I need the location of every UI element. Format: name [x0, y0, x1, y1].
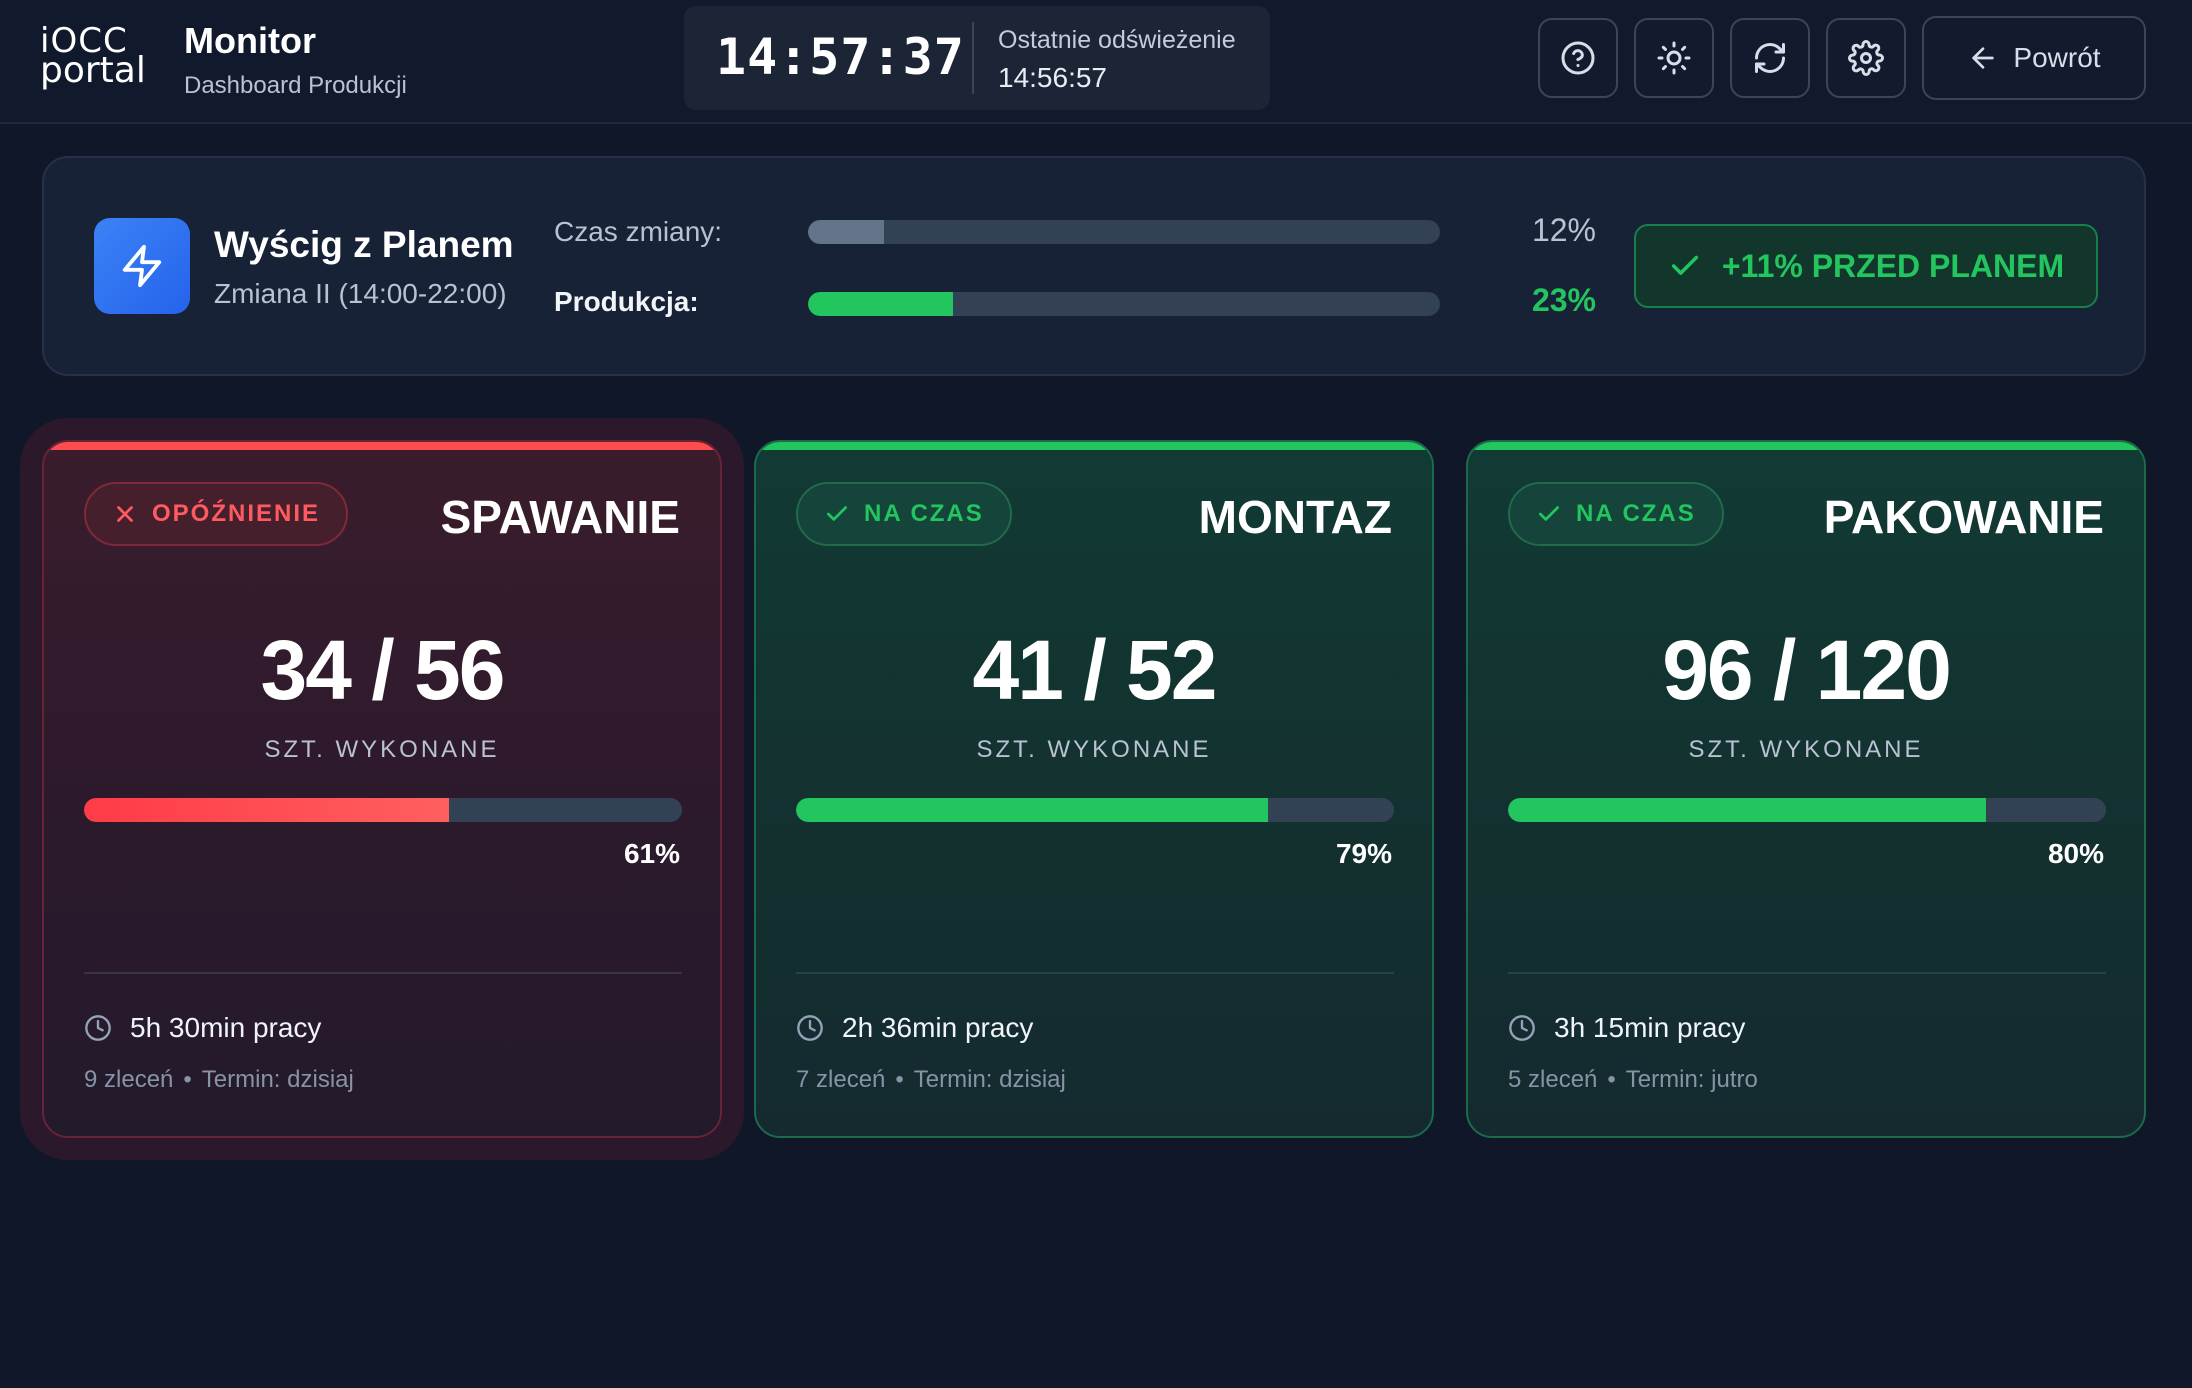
deadline-text: Termin: dzisiaj [201, 1066, 354, 1093]
work-time-row: 5h 30min pracy [84, 1012, 321, 1044]
production-bar-fill [808, 292, 954, 316]
station-progress-percent: 80% [2047, 838, 2104, 869]
station-name: PAKOWANIE [1823, 491, 2104, 543]
station-progress-bar [84, 798, 682, 822]
ahead-of-plan-text: +11% PRZED PLANEM [1721, 247, 2065, 284]
clock-divider [972, 22, 974, 94]
work-time-row: 3h 15min pracy [1508, 1012, 1745, 1044]
last-refresh-time: 14:56:57 [998, 62, 1107, 93]
settings-button[interactable] [1826, 18, 1906, 98]
x-icon [117, 506, 133, 522]
station-progress-fill [796, 798, 1269, 822]
station-progress-bar [796, 798, 1394, 822]
station-name: SPAWANIE [440, 491, 680, 543]
card-divider [1508, 972, 2106, 974]
deadline-text: Termin: dzisiaj [913, 1066, 1066, 1093]
help-icon [1561, 41, 1595, 75]
refresh-icon [1755, 43, 1785, 73]
check-icon [1671, 255, 1698, 275]
shift-time-bar [808, 220, 1440, 244]
production-bar [808, 292, 1440, 316]
status-badge: NA CZAS [1508, 482, 1724, 546]
separator-dot: • [1607, 1066, 1616, 1093]
station-progress-fill [84, 798, 449, 822]
work-time-text: 3h 15min pracy [1554, 1012, 1746, 1043]
units-count: 41 / 52 [972, 623, 1218, 717]
station-progress-percent: 79% [1335, 838, 1392, 869]
station-card-montaz[interactable]: NA CZAS MONTAZ 41 / 52 SZT. WYKONANE 79%… [754, 440, 1434, 1138]
status-topline [1468, 442, 2144, 450]
status-topline [756, 442, 1432, 450]
gear-icon [1848, 40, 1884, 76]
lightning-icon [94, 218, 190, 314]
orders-count: 5 zleceń [1508, 1066, 1598, 1093]
orders-meta: 7 zleceń • Termin: dzisiaj [796, 1066, 1066, 1094]
check-icon [1538, 506, 1560, 521]
clock-icon [85, 1015, 111, 1041]
units-count-label: SZT. WYKONANE [1688, 736, 1924, 763]
station-card-spawanie[interactable]: OPÓŹNIENIE SPAWANIE 34 / 56 SZT. WYKONAN… [42, 440, 722, 1138]
shift-name: Zmiana II (14:00-22:00) [214, 278, 507, 309]
ahead-of-plan-badge: +11% PRZED PLANEM [1634, 224, 2098, 308]
status-badge: NA CZAS [796, 482, 1012, 546]
production-percent: 23% [1531, 282, 1596, 318]
shift-time-bar-fill [808, 220, 884, 244]
orders-meta: 9 zleceń • Termin: dzisiaj [84, 1066, 354, 1094]
units-count-label: SZT. WYKONANE [264, 736, 500, 763]
production-label: Produkcja: [554, 286, 699, 317]
orders-count: 9 zleceń [84, 1066, 174, 1093]
station-progress-percent: 61% [623, 838, 680, 869]
units-count: 34 / 56 [260, 623, 506, 717]
back-button-label: Powrót [2013, 42, 2101, 73]
separator-dot: • [895, 1066, 904, 1093]
status-text: OPÓŹNIENIE [152, 500, 321, 527]
clock-icon [797, 1015, 823, 1041]
app-subtitle: Dashboard Produkcji [184, 72, 407, 99]
current-time: 14:57:37 [716, 28, 965, 86]
station-card-pakowanie[interactable]: NA CZAS PAKOWANIE 96 / 120 SZT. WYKONANE… [1466, 440, 2146, 1138]
refresh-button[interactable] [1730, 18, 1810, 98]
status-text: NA CZAS [1576, 500, 1696, 527]
station-progress-fill [1508, 798, 1987, 822]
race-with-plan-panel: Wyścig z Planem Zmiana II (14:00-22:00) … [42, 156, 2146, 376]
card-divider [84, 972, 682, 974]
arrow-left-icon [1972, 47, 1995, 69]
top-header: iOCC portal Monitor Dashboard Produkcji … [0, 0, 2192, 124]
work-time-text: 2h 36min pracy [842, 1012, 1034, 1043]
work-time-row: 2h 36min pracy [796, 1012, 1033, 1044]
status-topline [44, 442, 720, 450]
shift-time-label: Czas zmiany: [554, 216, 723, 247]
separator-dot: • [183, 1066, 192, 1093]
back-button[interactable]: Powrót [1922, 16, 2146, 100]
iocc-portal-logo[interactable]: iOCC portal [40, 21, 146, 91]
theme-toggle-button[interactable] [1634, 18, 1714, 98]
race-title: Wyścig z Planem [214, 224, 514, 265]
help-button[interactable] [1538, 18, 1618, 98]
clock-panel: 14:57:37 Ostatnie odświeżenie 14:56:57 [684, 6, 1270, 110]
app-title: Monitor [184, 20, 316, 61]
sun-icon [1657, 41, 1691, 75]
orders-count: 7 zleceń [796, 1066, 886, 1093]
work-time-text: 5h 30min pracy [130, 1012, 322, 1043]
card-divider [796, 972, 1394, 974]
units-count-label: SZT. WYKONANE [976, 736, 1212, 763]
units-count: 96 / 120 [1662, 623, 1952, 717]
station-name: MONTAZ [1198, 491, 1392, 543]
check-icon [826, 506, 848, 521]
shift-time-percent: 12% [1531, 212, 1596, 248]
last-refresh-label: Ostatnie odświeżenie [998, 26, 1236, 54]
status-text: NA CZAS [864, 500, 984, 527]
orders-meta: 5 zleceń • Termin: jutro [1508, 1066, 1758, 1094]
deadline-text: Termin: jutro [1625, 1066, 1758, 1093]
clock-icon [1509, 1015, 1535, 1041]
status-badge: OPÓŹNIENIE [84, 482, 349, 546]
station-progress-bar [1508, 798, 2106, 822]
